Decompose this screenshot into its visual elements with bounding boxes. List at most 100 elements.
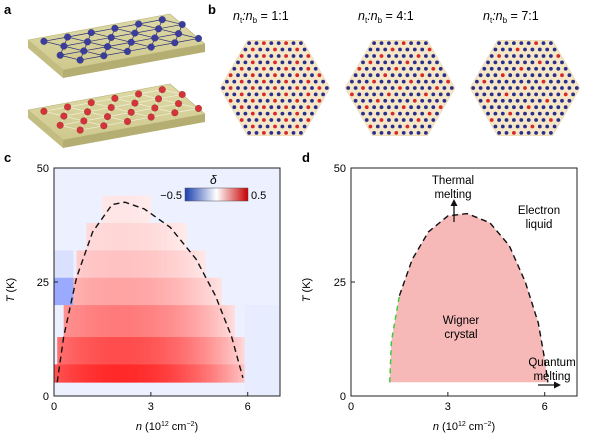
bottom-layer-site xyxy=(295,60,300,65)
heatmap-cell xyxy=(179,277,184,306)
top-layer-site xyxy=(394,54,399,58)
top-layer-site xyxy=(350,79,354,84)
top-layer-site xyxy=(534,66,538,71)
heatmap-cell xyxy=(173,364,178,383)
top-layer-site xyxy=(364,54,369,58)
bottom-layer-site xyxy=(412,98,417,103)
heatmap-cell xyxy=(234,250,239,278)
heatmap-cell xyxy=(157,222,161,251)
top-layer-site xyxy=(379,41,384,45)
heatmap-cell xyxy=(102,168,107,196)
heatmap-cell xyxy=(247,336,252,365)
top-layer-site xyxy=(424,105,428,110)
heatmap-cell xyxy=(263,277,268,306)
top-layer-site xyxy=(409,54,413,58)
heatmap-cell xyxy=(92,336,97,365)
bottom-layer-site xyxy=(401,41,406,45)
heatmap-cell xyxy=(115,195,119,224)
bottom-layer-site xyxy=(284,105,288,110)
annotation-thermal-line2: melting xyxy=(434,189,471,201)
lattice-site xyxy=(83,38,92,46)
top-layer-site xyxy=(508,124,513,129)
bottom-layer-site xyxy=(357,66,362,71)
heatmap-cell xyxy=(167,222,171,251)
top-layer-site xyxy=(493,60,498,65)
heatmap-cell xyxy=(215,250,220,278)
top-layer-site xyxy=(291,79,296,84)
top-layer-site xyxy=(449,86,454,90)
top-layer-site xyxy=(523,111,527,116)
heatmap-cell xyxy=(150,250,155,278)
bottom-layer-site xyxy=(262,54,266,58)
top-layer-site xyxy=(398,47,402,52)
heatmap-cell xyxy=(57,195,61,224)
heatmap-cell xyxy=(60,277,65,306)
heatmap-cell xyxy=(212,364,216,383)
bottom-layer-site xyxy=(534,41,538,45)
top-layer-site xyxy=(424,131,428,135)
heatmap-cell xyxy=(147,336,152,365)
bottom-layer-site xyxy=(560,73,564,78)
heatmap-cell xyxy=(144,382,149,396)
heatmap-cell xyxy=(99,364,103,383)
heatmap-cell xyxy=(186,304,190,338)
annotation-quantum-line1: Quantum xyxy=(528,357,575,369)
y-tick-label: 0 xyxy=(43,391,49,403)
heatmap-cell xyxy=(118,304,123,338)
top-layer-site xyxy=(493,124,498,129)
y-tick-label: 0 xyxy=(340,391,346,403)
heatmap-cell xyxy=(221,222,226,251)
heatmap-cell xyxy=(231,195,236,224)
top-layer-site xyxy=(475,79,479,84)
heatmap-cell xyxy=(173,336,178,365)
top-layer-site xyxy=(375,86,380,90)
heatmap-cell xyxy=(212,222,216,251)
top-layer-site xyxy=(412,124,417,129)
top-layer-site xyxy=(375,47,380,52)
heatmap-cell xyxy=(254,364,258,383)
heatmap-cell xyxy=(280,337,284,365)
heatmap-cell xyxy=(86,304,90,338)
top-layer-site xyxy=(243,98,248,103)
bottom-layer-site xyxy=(295,98,300,103)
top-layer-site xyxy=(243,86,248,90)
top-layer-site xyxy=(549,79,553,84)
heatmap-cell xyxy=(141,336,145,365)
heatmap-cell xyxy=(125,336,129,365)
top-layer-site xyxy=(383,124,388,129)
top-layer-site xyxy=(291,92,296,97)
top-layer-site xyxy=(508,73,513,78)
heatmap-cell xyxy=(176,195,181,224)
heatmap-cell xyxy=(218,336,223,365)
top-layer-site xyxy=(405,47,410,52)
heatmap-cell xyxy=(105,304,110,338)
top-layer-site xyxy=(258,47,263,52)
heatmap-cell xyxy=(66,277,71,306)
top-layer-site xyxy=(519,54,524,58)
heatmap-cell xyxy=(167,250,171,278)
heatmap-cell xyxy=(160,382,165,396)
top-layer-site xyxy=(515,86,520,90)
heatmap-cell xyxy=(218,195,223,224)
bottom-layer-site xyxy=(512,131,516,135)
top-layer-site xyxy=(299,131,303,135)
heatmap-cell xyxy=(179,222,184,251)
heatmap-cell xyxy=(250,382,255,396)
top-layer-site xyxy=(504,54,509,58)
heatmap-cell xyxy=(154,222,158,251)
ratio-title-3: nt:nb = 7:1 xyxy=(483,9,539,25)
heatmap-cell xyxy=(144,195,149,224)
heatmap-cell xyxy=(183,336,187,365)
heatmap-cell xyxy=(176,382,181,396)
top-layer-site xyxy=(269,66,274,71)
top-layer-site xyxy=(401,118,406,122)
lattice-site xyxy=(151,34,159,42)
heatmap-cell xyxy=(231,382,236,396)
heatmap-cell xyxy=(125,168,129,196)
heatmap-cell xyxy=(147,195,152,224)
top-layer-site xyxy=(523,98,527,103)
top-layer-site xyxy=(489,79,494,84)
heatmap-cell xyxy=(99,222,103,251)
heatmap-cell xyxy=(54,382,58,396)
bottom-layer-site xyxy=(306,66,311,71)
